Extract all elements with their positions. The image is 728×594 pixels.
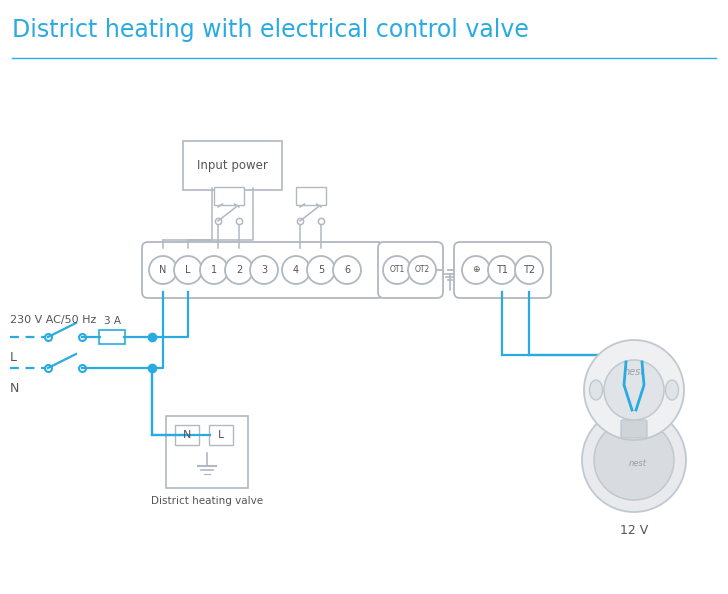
Circle shape xyxy=(282,256,310,284)
Circle shape xyxy=(333,256,361,284)
FancyBboxPatch shape xyxy=(378,242,443,298)
FancyBboxPatch shape xyxy=(296,187,325,205)
Circle shape xyxy=(582,408,686,512)
Text: District heating with electrical control valve: District heating with electrical control… xyxy=(12,18,529,42)
FancyBboxPatch shape xyxy=(142,242,384,298)
Circle shape xyxy=(408,256,436,284)
Text: 5: 5 xyxy=(318,265,324,275)
Text: 1: 1 xyxy=(211,265,217,275)
Text: nest: nest xyxy=(623,367,644,377)
Circle shape xyxy=(174,256,202,284)
Text: 12 V: 12 V xyxy=(620,524,648,537)
Text: nest: nest xyxy=(629,459,647,467)
Circle shape xyxy=(488,256,516,284)
Circle shape xyxy=(594,420,674,500)
FancyBboxPatch shape xyxy=(213,187,243,205)
Text: 6: 6 xyxy=(344,265,350,275)
Circle shape xyxy=(383,256,411,284)
Text: L: L xyxy=(218,430,224,440)
Text: 3 A: 3 A xyxy=(103,316,121,326)
Text: N: N xyxy=(10,382,20,395)
Text: N: N xyxy=(183,430,191,440)
Ellipse shape xyxy=(665,380,678,400)
Text: T2: T2 xyxy=(523,265,535,275)
FancyBboxPatch shape xyxy=(175,425,199,445)
Circle shape xyxy=(462,256,490,284)
Text: OT1: OT1 xyxy=(389,266,405,274)
Text: N: N xyxy=(159,265,167,275)
Text: 230 V AC/50 Hz: 230 V AC/50 Hz xyxy=(10,315,96,325)
Circle shape xyxy=(584,340,684,440)
Text: OT2: OT2 xyxy=(414,266,430,274)
FancyBboxPatch shape xyxy=(209,425,233,445)
Circle shape xyxy=(604,360,664,420)
FancyBboxPatch shape xyxy=(621,420,647,438)
Circle shape xyxy=(149,256,177,284)
FancyBboxPatch shape xyxy=(166,416,248,488)
FancyBboxPatch shape xyxy=(454,242,551,298)
Circle shape xyxy=(307,256,335,284)
Circle shape xyxy=(200,256,228,284)
Text: Input power: Input power xyxy=(197,159,268,172)
Text: L: L xyxy=(185,265,191,275)
Circle shape xyxy=(225,256,253,284)
FancyBboxPatch shape xyxy=(99,330,125,344)
Text: T1: T1 xyxy=(496,265,508,275)
Circle shape xyxy=(250,256,278,284)
Circle shape xyxy=(515,256,543,284)
Text: 3: 3 xyxy=(261,265,267,275)
Text: 2: 2 xyxy=(236,265,242,275)
Text: L: L xyxy=(10,351,17,364)
FancyBboxPatch shape xyxy=(183,141,282,190)
Ellipse shape xyxy=(590,380,603,400)
Text: ⊕: ⊕ xyxy=(472,266,480,274)
Text: 4: 4 xyxy=(293,265,299,275)
Text: District heating valve: District heating valve xyxy=(151,496,263,506)
